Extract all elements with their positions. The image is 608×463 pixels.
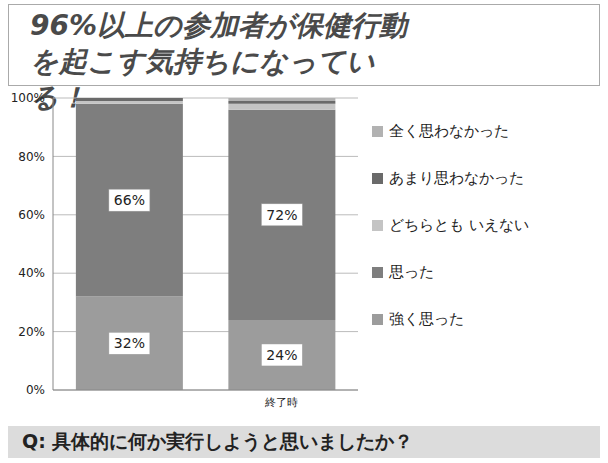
svg-text:100%: 100% [11, 91, 45, 105]
svg-text:20%: 20% [18, 325, 45, 339]
svg-text:66%: 66% [114, 192, 145, 208]
svg-text:32%: 32% [114, 335, 145, 351]
svg-text:終了時: 終了時 [264, 396, 298, 409]
svg-text:40%: 40% [18, 266, 45, 280]
svg-text:24%: 24% [266, 347, 297, 363]
svg-text:80%: 80% [18, 150, 45, 164]
svg-text:60%: 60% [18, 208, 45, 222]
svg-text:72%: 72% [266, 207, 297, 223]
svg-text:0%: 0% [26, 383, 45, 397]
